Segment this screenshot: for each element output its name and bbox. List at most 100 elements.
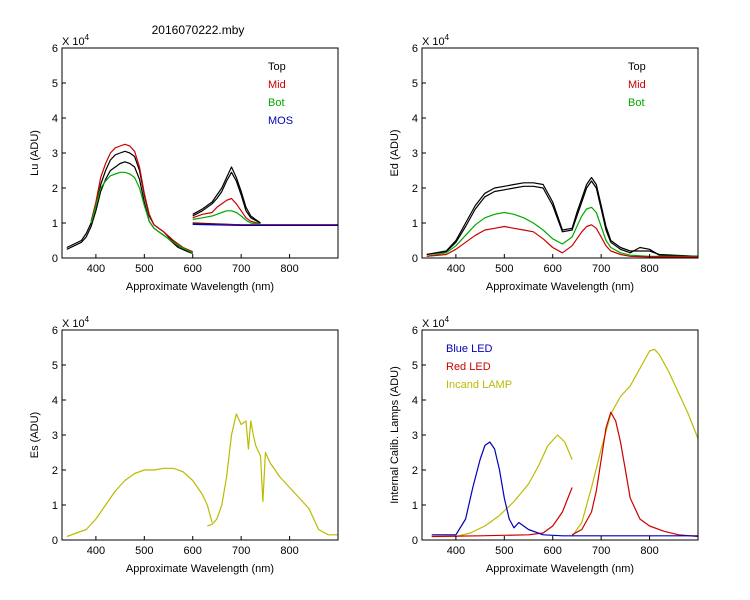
legend-item-mos: MOS bbox=[268, 115, 293, 127]
series-mid-segment-1 bbox=[192, 197, 261, 225]
y-tick-label: 1 bbox=[52, 218, 58, 230]
series-top-2-segment-1 bbox=[192, 171, 261, 224]
series-group bbox=[66, 143, 338, 254]
series-mid-segment-0 bbox=[90, 143, 193, 253]
x-tick-label: 600 bbox=[544, 263, 562, 275]
series-mos-segment-0 bbox=[192, 223, 338, 226]
y-tick-label: 5 bbox=[52, 360, 58, 372]
series-blue-led-segment-0 bbox=[431, 441, 698, 537]
legend-item-top: Top bbox=[628, 61, 646, 73]
series-top-segment-1 bbox=[192, 166, 261, 224]
y-tick-label: 4 bbox=[52, 395, 58, 407]
y-tick-label: 0 bbox=[52, 535, 58, 547]
y-tick-label: 5 bbox=[52, 78, 58, 90]
series-top-2-segment-0 bbox=[66, 161, 193, 254]
series-incand-lamp-segment-0 bbox=[431, 434, 573, 538]
x-tick-label: 700 bbox=[592, 545, 610, 557]
y-tick-label: 0 bbox=[52, 253, 58, 265]
plot-frame bbox=[61, 47, 339, 259]
y-tick-label: 1 bbox=[52, 500, 58, 512]
exponent-label: X 104 bbox=[62, 33, 90, 48]
x-tick-label: 600 bbox=[184, 545, 202, 557]
x-tick-label: 600 bbox=[544, 545, 562, 557]
legend-item-bot: Bot bbox=[628, 97, 645, 109]
y-tick-label: 3 bbox=[52, 148, 58, 160]
x-tick-label: 400 bbox=[447, 263, 465, 275]
y-tick-label: 2 bbox=[52, 183, 58, 195]
legend-item-red-led: Red LED bbox=[446, 361, 491, 373]
y-tick-label: 6 bbox=[412, 43, 418, 55]
series-bot-segment-0 bbox=[90, 171, 193, 254]
chart-lamps: 0 1 2 3 4 5 6 400 500 600 700 800 X 104 Approximate W… bbox=[389, 315, 699, 575]
legend-item-incand-lamp: Incand LAMP bbox=[446, 379, 512, 391]
legend-item-bot: Bot bbox=[268, 97, 285, 109]
exponent-label: X 104 bbox=[422, 315, 450, 330]
legend-item-mid: Mid bbox=[268, 79, 286, 91]
y-tick-label: 1 bbox=[412, 218, 418, 230]
y-axis-label: Ed (ADU) bbox=[389, 129, 401, 176]
x-tick-label: 700 bbox=[592, 263, 610, 275]
y-tick-label: 2 bbox=[52, 465, 58, 477]
series-group bbox=[66, 413, 338, 538]
y-tick-label: 4 bbox=[412, 113, 418, 125]
y-tick-label: 0 bbox=[412, 253, 418, 265]
series-group bbox=[426, 176, 698, 258]
x-tick-label: 700 bbox=[232, 545, 250, 557]
series-mid-segment-0 bbox=[426, 224, 698, 258]
series-es-segment-1 bbox=[207, 413, 338, 536]
x-tick-label: 500 bbox=[135, 263, 153, 275]
y-tick-label: 3 bbox=[412, 430, 418, 442]
series-red-led-segment-1 bbox=[571, 411, 698, 538]
series-top-2-segment-0 bbox=[426, 180, 698, 257]
x-tick-label: 800 bbox=[280, 545, 298, 557]
x-axis-label: Approximate Wavelength (nm) bbox=[486, 563, 634, 575]
y-tick-label: 4 bbox=[52, 113, 58, 125]
x-axis-label: Approximate Wavelength (nm) bbox=[126, 281, 274, 293]
y-tick-label: 6 bbox=[52, 43, 58, 55]
y-tick-label: 5 bbox=[412, 78, 418, 90]
y-axis-label: Lu (ADU) bbox=[29, 130, 41, 176]
y-tick-label: 5 bbox=[412, 360, 418, 372]
series-bot-segment-0 bbox=[426, 206, 698, 257]
legend-item-top: Top bbox=[268, 61, 286, 73]
series-es-segment-0 bbox=[66, 467, 213, 538]
x-tick-label: 500 bbox=[135, 545, 153, 557]
x-tick-label: 600 bbox=[184, 263, 202, 275]
chart-lu: 0 1 2 3 4 5 6 400 500 600 700 800 X 104 Approximate W… bbox=[29, 33, 339, 293]
x-tick-label: 800 bbox=[640, 263, 658, 275]
x-tick-label: 800 bbox=[280, 263, 298, 275]
legend-item-blue-led: Blue LED bbox=[446, 343, 493, 355]
series-incand-lamp-segment-1 bbox=[571, 348, 698, 537]
x-tick-label: 800 bbox=[640, 545, 658, 557]
y-tick-label: 2 bbox=[412, 183, 418, 195]
exponent-label: X 104 bbox=[62, 315, 90, 330]
chart-ed: 0 1 2 3 4 5 6 400 500 600 700 800 X 104 Approximate W… bbox=[389, 33, 699, 293]
y-tick-label: 6 bbox=[52, 325, 58, 337]
y-tick-label: 0 bbox=[412, 535, 418, 547]
legend-item-mid: Mid bbox=[628, 79, 646, 91]
x-tick-label: 500 bbox=[495, 263, 513, 275]
y-tick-label: 4 bbox=[412, 395, 418, 407]
x-tick-label: 500 bbox=[495, 545, 513, 557]
x-tick-label: 400 bbox=[87, 545, 105, 557]
series-red-led-segment-0 bbox=[431, 487, 573, 538]
y-tick-label: 1 bbox=[412, 500, 418, 512]
series-group bbox=[431, 348, 698, 538]
y-tick-label: 6 bbox=[412, 325, 418, 337]
chart-es: 0 1 2 3 4 5 6 400 500 600 700 800 X 104 Approximate W… bbox=[29, 315, 339, 575]
y-axis-label: Es (ADU) bbox=[29, 412, 41, 458]
y-axis-label: Internal Calib. Lamps (ADU) bbox=[389, 366, 401, 504]
y-tick-label: 3 bbox=[52, 430, 58, 442]
x-axis-label: Approximate Wavelength (nm) bbox=[126, 563, 274, 575]
exponent-label: X 104 bbox=[422, 33, 450, 48]
x-axis-label: Approximate Wavelength (nm) bbox=[486, 281, 634, 293]
series-bot-segment-1 bbox=[192, 210, 261, 225]
y-tick-label: 3 bbox=[412, 148, 418, 160]
figure-title: 2016070222.mby bbox=[152, 23, 245, 37]
x-tick-label: 400 bbox=[447, 545, 465, 557]
y-tick-label: 2 bbox=[412, 465, 418, 477]
x-tick-label: 700 bbox=[232, 263, 250, 275]
x-tick-label: 400 bbox=[87, 263, 105, 275]
